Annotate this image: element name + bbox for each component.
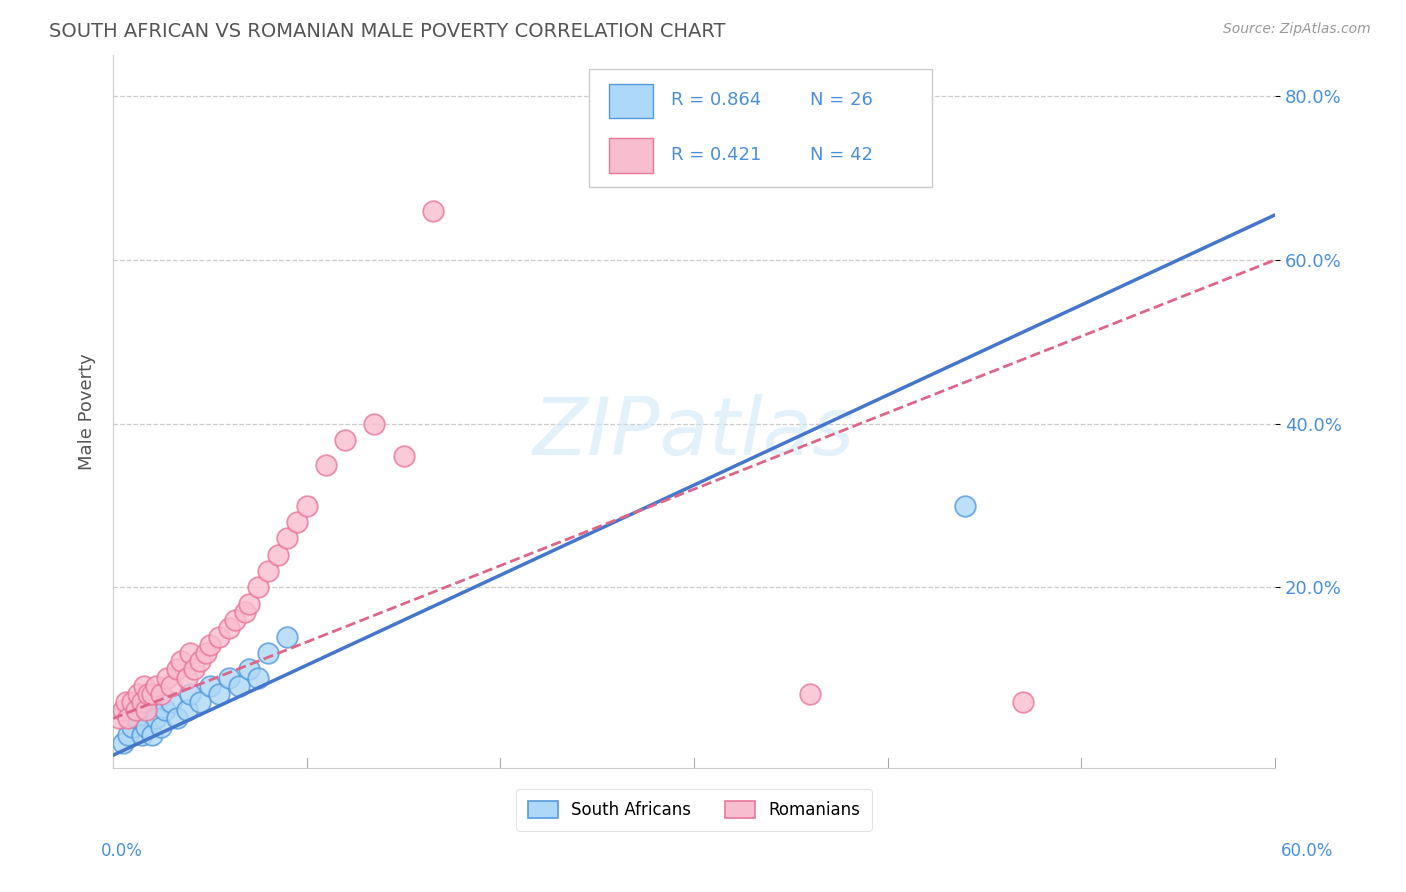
Point xyxy=(208,687,231,701)
Point xyxy=(276,630,298,644)
FancyBboxPatch shape xyxy=(609,84,654,118)
Point xyxy=(247,581,270,595)
Text: 0.0%: 0.0% xyxy=(101,842,143,860)
Point xyxy=(121,695,143,709)
FancyBboxPatch shape xyxy=(589,70,932,187)
Point xyxy=(115,695,138,709)
Point xyxy=(179,646,201,660)
Point xyxy=(257,564,280,578)
Point xyxy=(135,703,157,717)
Point xyxy=(135,720,157,734)
Point xyxy=(111,703,134,717)
Point xyxy=(136,687,159,701)
Legend: South Africans, Romanians: South Africans, Romanians xyxy=(516,789,872,830)
Point xyxy=(125,711,148,725)
Point xyxy=(224,613,246,627)
Point xyxy=(141,687,163,701)
Point xyxy=(238,662,260,676)
Point xyxy=(238,597,260,611)
Point xyxy=(141,695,163,709)
Point xyxy=(156,671,179,685)
Point xyxy=(107,711,129,725)
Point xyxy=(392,450,415,464)
Point xyxy=(145,711,167,725)
Text: 60.0%: 60.0% xyxy=(1281,842,1333,860)
Point xyxy=(228,679,250,693)
Point xyxy=(233,605,256,619)
Point xyxy=(166,711,188,725)
Point xyxy=(422,203,444,218)
Point xyxy=(188,654,211,668)
Point xyxy=(315,458,337,472)
Point xyxy=(188,695,211,709)
Point xyxy=(160,679,183,693)
Text: SOUTH AFRICAN VS ROMANIAN MALE POVERTY CORRELATION CHART: SOUTH AFRICAN VS ROMANIAN MALE POVERTY C… xyxy=(49,22,725,41)
Point xyxy=(247,671,270,685)
Point xyxy=(194,646,217,660)
Point xyxy=(141,728,163,742)
Point xyxy=(117,711,139,725)
Point xyxy=(145,679,167,693)
Point xyxy=(198,679,221,693)
Point xyxy=(266,548,288,562)
Point xyxy=(276,531,298,545)
Point xyxy=(131,703,153,717)
Point xyxy=(117,728,139,742)
Point xyxy=(198,638,221,652)
Y-axis label: Male Poverty: Male Poverty xyxy=(79,353,96,470)
Point xyxy=(131,695,153,709)
Point xyxy=(131,728,153,742)
Point xyxy=(799,687,821,701)
Point xyxy=(363,417,385,431)
Text: ZIPatlas: ZIPatlas xyxy=(533,393,855,472)
FancyBboxPatch shape xyxy=(609,138,654,173)
Point xyxy=(218,621,240,635)
Point xyxy=(955,499,977,513)
Text: N = 26: N = 26 xyxy=(810,91,873,109)
Text: R = 0.864: R = 0.864 xyxy=(671,91,761,109)
Text: N = 42: N = 42 xyxy=(810,146,873,164)
Point xyxy=(208,630,231,644)
Text: Source: ZipAtlas.com: Source: ZipAtlas.com xyxy=(1223,22,1371,37)
Point xyxy=(125,703,148,717)
Point xyxy=(179,687,201,701)
Point xyxy=(176,671,198,685)
Point xyxy=(218,671,240,685)
Point xyxy=(176,703,198,717)
Point xyxy=(150,687,173,701)
Point xyxy=(1012,695,1035,709)
Point xyxy=(335,433,357,447)
Point xyxy=(285,515,308,529)
Text: R = 0.421: R = 0.421 xyxy=(671,146,761,164)
Point xyxy=(295,499,318,513)
Point xyxy=(166,662,188,676)
Point xyxy=(121,720,143,734)
Point xyxy=(155,703,177,717)
Point xyxy=(132,679,155,693)
Point xyxy=(150,720,173,734)
Point xyxy=(160,695,183,709)
Point xyxy=(111,736,134,750)
Point xyxy=(127,687,149,701)
Point xyxy=(257,646,280,660)
Point xyxy=(183,662,205,676)
Point xyxy=(170,654,193,668)
